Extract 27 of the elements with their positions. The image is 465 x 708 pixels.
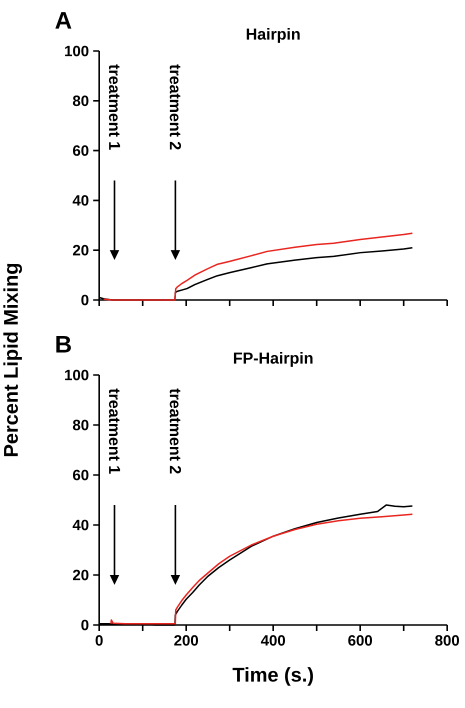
chart-title: Hairpin	[246, 28, 300, 43]
annotation: treatment 2	[170, 64, 181, 150]
y-tick-label: 20	[72, 244, 88, 256]
x-axis-title: Time (s.)	[232, 667, 313, 686]
annotation: treatment 2	[170, 388, 181, 474]
y-tick-label: 40	[72, 195, 88, 206]
chart-title: FP-Hairpin	[234, 352, 312, 367]
text: B	[56, 336, 71, 352]
y-tick-label: 80	[72, 420, 88, 430]
x-tick-label: 0	[96, 635, 103, 646]
text: A	[55, 12, 72, 29]
y-tick-label: 60	[72, 470, 88, 480]
y-tick-label: 40	[72, 520, 88, 530]
x-tick-label: 400	[260, 635, 285, 646]
y-tick-label: 0	[81, 294, 88, 306]
y-tick-label: 100	[64, 46, 88, 56]
y-tick-label: 80	[72, 96, 88, 106]
y-tick-label: 0	[81, 620, 88, 630]
x-tick-label: 600	[348, 635, 372, 646]
x-tick-label: 800	[435, 635, 459, 646]
y-tick-label: 100	[64, 370, 88, 380]
y-tick-label: 60	[72, 145, 88, 156]
annotation: treatment 1	[108, 388, 120, 474]
y-axis-title: Percent Lipid Mixing	[3, 264, 22, 456]
y-tick-label: 20	[72, 570, 88, 580]
x-tick-label: 200	[174, 635, 198, 646]
annotation: treatment 1	[108, 64, 120, 150]
